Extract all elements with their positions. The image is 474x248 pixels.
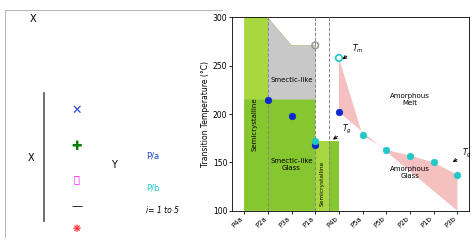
Point	[430, 160, 438, 164]
Text: Amorphous
Glass: Amorphous Glass	[390, 166, 430, 179]
Point	[359, 133, 366, 137]
Text: $T_g$: $T_g$	[454, 147, 472, 161]
Text: P/a: P/a	[146, 152, 160, 160]
Point	[288, 114, 295, 118]
Text: $T_g$: $T_g$	[334, 123, 352, 139]
Text: ✚: ✚	[72, 140, 82, 153]
Y-axis label: Transition Temperature (°C): Transition Temperature (°C)	[201, 61, 210, 167]
Point	[383, 148, 390, 152]
Text: Smectic-like
Glass: Smectic-like Glass	[270, 158, 313, 171]
Text: ❋: ❋	[73, 224, 81, 234]
Point	[335, 56, 343, 60]
Text: —: —	[71, 201, 82, 211]
Text: X: X	[30, 14, 36, 25]
Polygon shape	[244, 17, 339, 211]
Text: Semicrystalline: Semicrystalline	[320, 161, 325, 206]
Text: Amorphous
Melt: Amorphous Melt	[390, 93, 430, 106]
Point	[454, 173, 461, 177]
Text: Semicrystalline: Semicrystalline	[252, 97, 258, 151]
Text: X: X	[27, 153, 34, 163]
Polygon shape	[339, 58, 457, 211]
Text: Y: Y	[111, 160, 117, 170]
Polygon shape	[244, 17, 339, 211]
Text: Smectic-like: Smectic-like	[270, 77, 313, 83]
Text: i= 1 to 5: i= 1 to 5	[146, 206, 180, 215]
Text: $T_m$: $T_m$	[343, 42, 364, 59]
FancyBboxPatch shape	[5, 10, 223, 238]
Text: ⌒: ⌒	[74, 174, 80, 184]
Point	[311, 143, 319, 147]
Polygon shape	[268, 17, 315, 99]
Text: ✕: ✕	[72, 104, 82, 117]
Point	[335, 110, 343, 114]
Point	[311, 139, 319, 143]
Point	[264, 97, 272, 102]
Polygon shape	[315, 141, 329, 211]
Point	[311, 43, 319, 47]
Point	[406, 154, 414, 158]
Text: P/b: P/b	[146, 183, 160, 192]
